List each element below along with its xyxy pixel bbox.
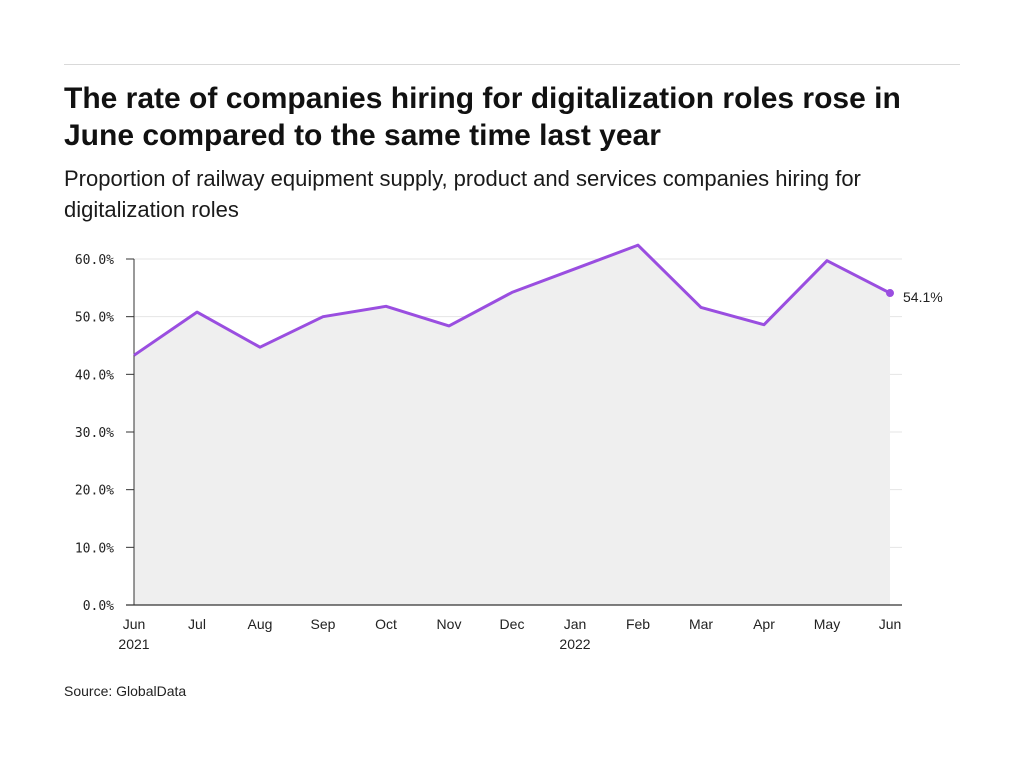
x-tick-label: Oct <box>375 616 397 632</box>
x-tick-label: Jun <box>879 616 902 632</box>
y-tick-label: 10.0% <box>75 541 114 556</box>
source-note: Source: GlobalData <box>64 683 187 699</box>
x-tick-label: May <box>814 616 840 632</box>
y-tick-label: 0.0% <box>83 599 114 614</box>
y-tick-label: 60.0% <box>75 253 114 268</box>
series-line <box>133 243 891 357</box>
chart-title: The rate of companies hiring for digital… <box>64 82 901 152</box>
top-divider <box>64 64 960 65</box>
x-tick-label: Jun 2021 <box>118 616 149 652</box>
x-tick-label: Sep <box>311 616 336 632</box>
end-value-label: 54.1% <box>903 289 943 305</box>
x-tick-label: Apr <box>753 616 775 632</box>
x-tick-label: Feb <box>626 616 650 632</box>
x-tick-label: Jul <box>188 616 206 632</box>
y-tick-label: 50.0% <box>75 311 114 326</box>
chart-subtitle: Proportion of railway equipment supply, … <box>64 166 861 222</box>
y-tick-label: 20.0% <box>75 484 114 499</box>
x-axis-ticks: Jun 2021 Jul Aug Sep Oct Nov Dec Jan 2022 Feb Mar Ap… <box>118 616 901 652</box>
y-axis-ticks: 0.0% 10.0% 20.0% 30.0% 40.0% 50.0% 60.0% <box>75 253 134 614</box>
y-tick-label: 40.0% <box>75 368 114 383</box>
x-tick-label: Mar <box>689 616 713 632</box>
area-fill <box>134 245 890 605</box>
x-tick-label: Jan 2022 <box>559 616 590 652</box>
x-tick-label: Nov <box>437 616 462 632</box>
x-tick-label: Aug <box>248 616 273 632</box>
x-tick-label: Dec <box>500 616 525 632</box>
y-tick-label: 30.0% <box>75 426 114 441</box>
end-point-marker <box>886 289 894 298</box>
